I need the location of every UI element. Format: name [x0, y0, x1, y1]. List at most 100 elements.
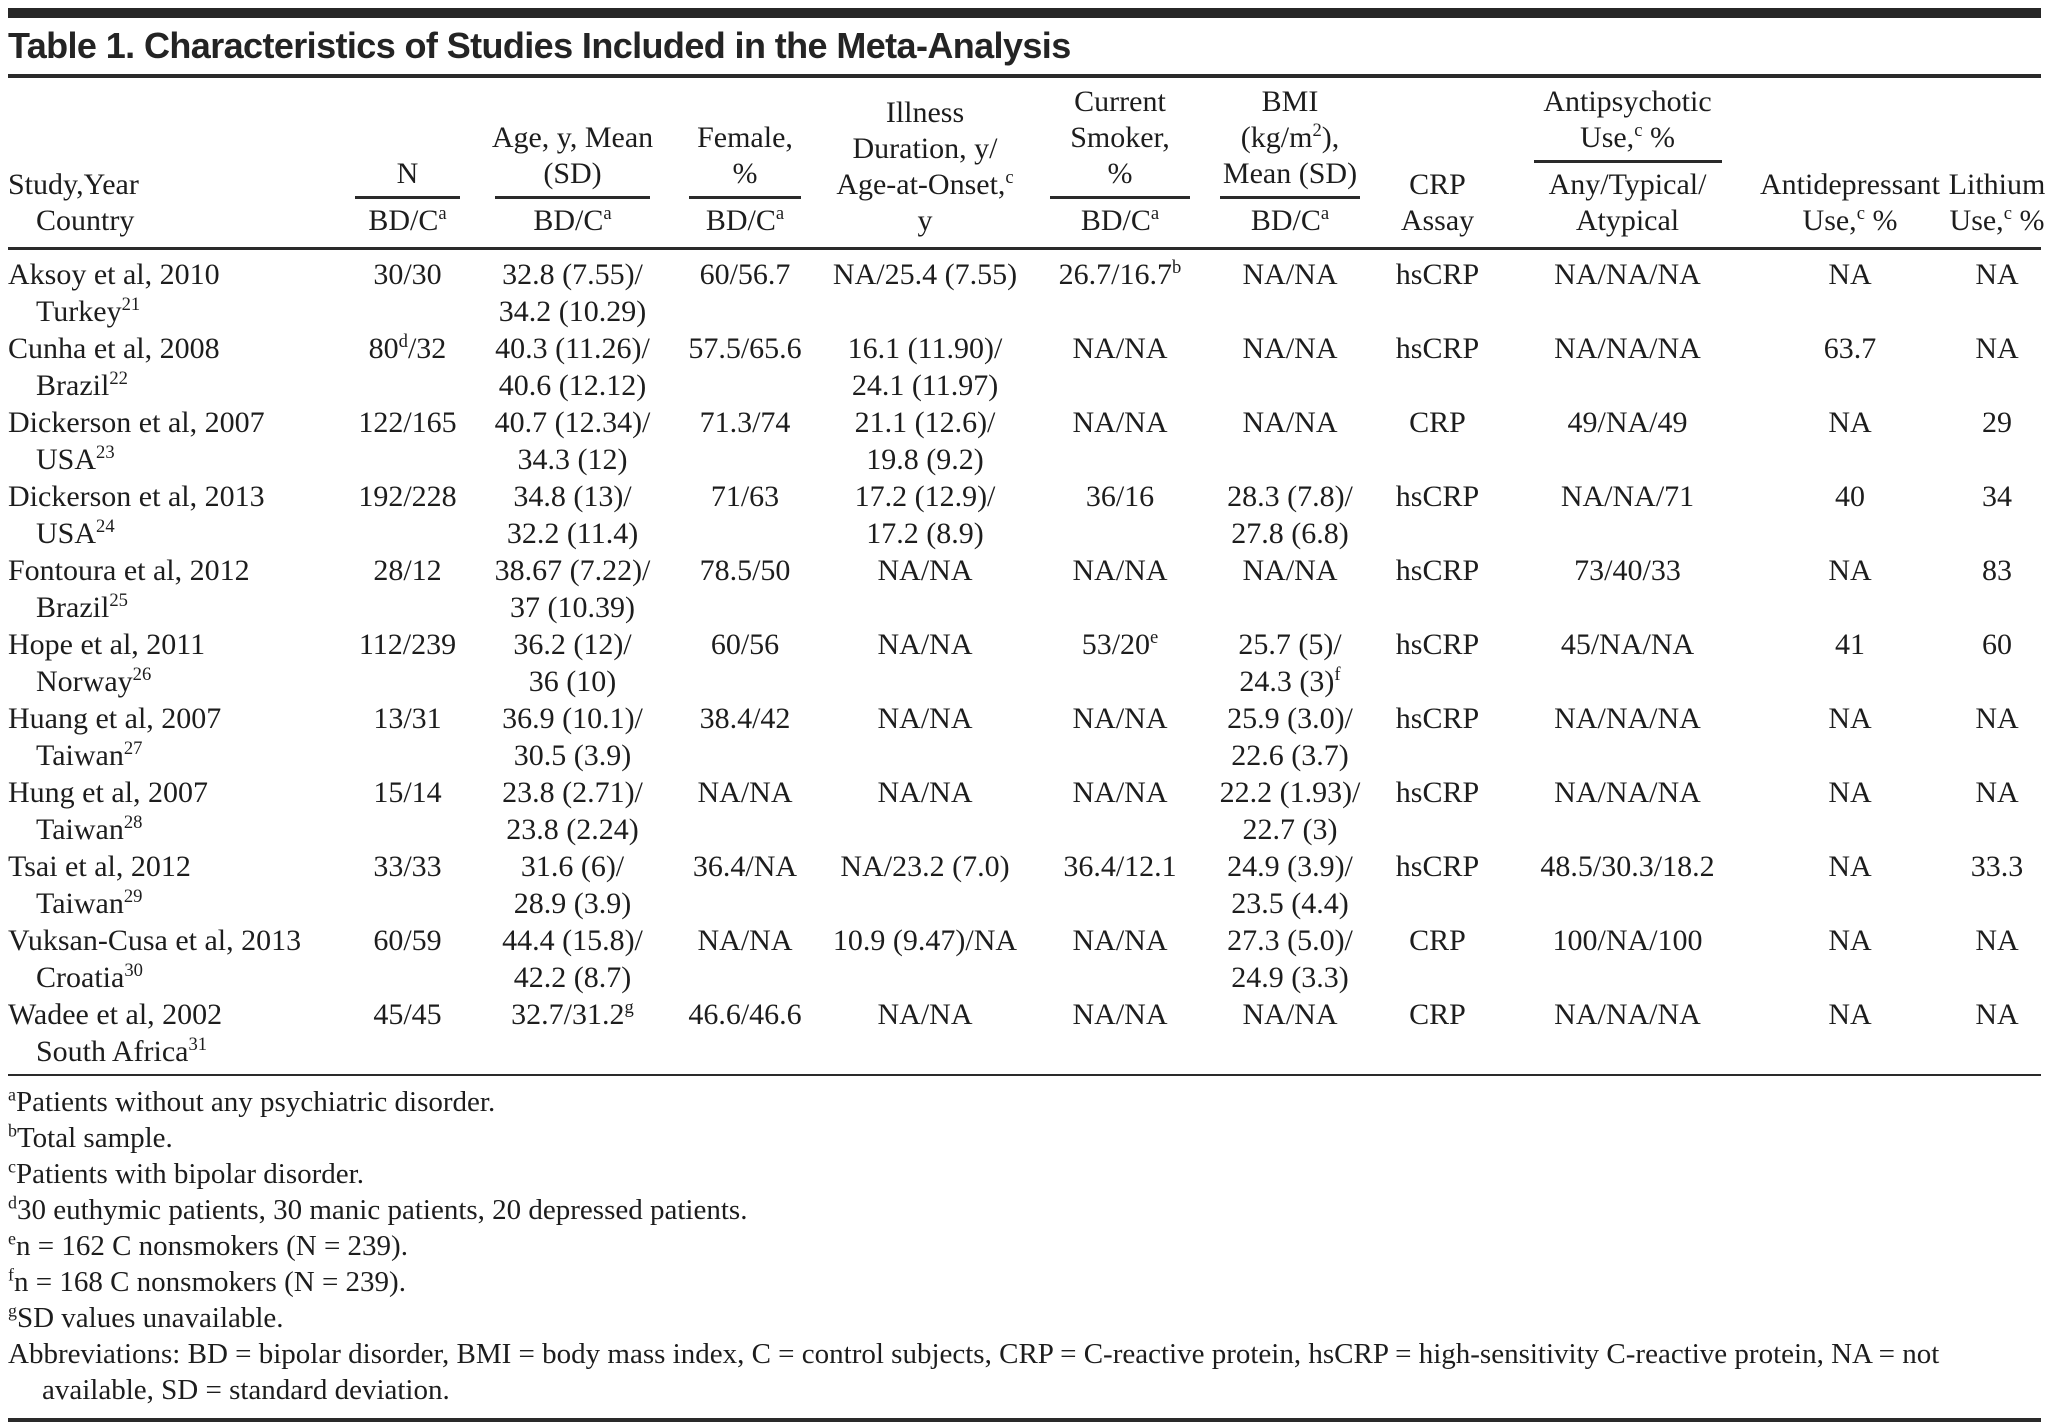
column-header-line: Use,c % — [1949, 203, 2045, 237]
cell-line: 33/33 — [373, 850, 442, 883]
cell-line: 73/40/33 — [1574, 554, 1681, 587]
cell-line: 34 — [1982, 480, 2012, 513]
cell-bmi: 24.9 (3.9)/ 23.5 (4.4) — [1205, 848, 1375, 922]
cell-line: NA/NA — [1242, 554, 1338, 587]
column-header-line: Country — [36, 204, 135, 237]
table-row: Vuksan-Cusa et al, 2013 Croatia30 60/59 44.… — [8, 922, 2041, 996]
cell-line: 16.1 (11.90)/ — [847, 332, 1003, 365]
cell-antipsychotic: 48.5/30.3/18.2 — [1500, 848, 1755, 885]
cell-line: 28.9 (3.9) — [513, 887, 632, 920]
cell-line: NA — [1828, 258, 1872, 291]
cell-bmi: 25.9 (3.0)/ 22.6 (3.7) — [1205, 700, 1375, 774]
cell-female: NA/NA — [675, 774, 815, 811]
table-body: Aksoy et al, 2010 Turkey21 30/30 32.8 (7.55… — [8, 250, 2041, 1076]
cell-line: NA/NA — [877, 776, 973, 809]
table-row: Aksoy et al, 2010 Turkey21 30/30 32.8 (7.55… — [8, 256, 2041, 330]
cell-age: 34.8 (13)/ 32.2 (11.4) — [470, 478, 675, 552]
cell-line: 34.8 (13)/ — [513, 480, 632, 513]
column-header-crp: CRP Assay — [1375, 167, 1500, 239]
cell-line: 32.2 (11.4) — [506, 517, 639, 550]
column-header-line: Age, y, Mean — [491, 121, 654, 154]
cell-line: NA/NA — [1072, 776, 1168, 809]
cell-age: 23.8 (2.71)/ 23.8 (2.24) — [470, 774, 675, 848]
cell-line: NA/NA — [1072, 554, 1168, 587]
cell-line: 60/59 — [373, 924, 442, 957]
cell-line: NA — [1828, 850, 1872, 883]
cell-antidepressant: 40 — [1755, 478, 1945, 515]
cell-line: NA/NA/NA — [1554, 332, 1701, 365]
cell-line: NA/NA/NA — [1554, 776, 1701, 809]
cell-line: 10.9 (9.47)/NA — [832, 924, 1018, 957]
cell-line: 19.8 (9.2) — [866, 443, 984, 476]
cell-line: 83 — [1982, 554, 2012, 587]
cell-line: 38.67 (7.22)/ — [494, 554, 651, 587]
cell-crp: hsCRP — [1375, 256, 1500, 293]
cell-smoker: 36/16 — [1035, 478, 1205, 515]
cell-line: NA/NA — [1242, 332, 1338, 365]
column-header-line: BD/Ca — [1250, 203, 1330, 237]
cell-line: 31.6 (6)/ — [520, 850, 625, 883]
cell-age: 32.8 (7.55)/ 34.2 (10.29) — [470, 256, 675, 330]
table-title-row: Table 1. Characteristics of Studies Incl… — [8, 18, 2041, 78]
cell-line: 30.5 (3.9) — [513, 739, 632, 772]
cell-line: 112/239 — [358, 628, 457, 661]
cell-line: NA/NA — [877, 702, 973, 735]
column-header-rule — [1220, 196, 1360, 199]
cell-n: 60/59 — [345, 922, 470, 959]
cell-line: 22.6 (3.7) — [1231, 739, 1349, 772]
cell-antipsychotic: 49/NA/49 — [1500, 404, 1755, 441]
cell-line: NA — [1828, 406, 1872, 439]
cell-study: Tsai et al, 2012 Taiwan29 — [8, 848, 345, 922]
cell-line: 40.3 (11.26)/ — [495, 332, 650, 365]
column-header-line: BD/Ca — [368, 203, 447, 237]
cell-line: USA23 — [36, 442, 115, 476]
cell-line: 24.9 (3.3) — [1231, 961, 1349, 994]
cell-line: NA — [1975, 702, 2019, 735]
cell-line: NA/NA — [877, 628, 973, 661]
cell-line: 37 (10.39) — [510, 591, 635, 624]
cell-smoker: NA/NA — [1035, 996, 1205, 1033]
cell-line: NA/NA — [1242, 998, 1338, 1031]
cell-line: hsCRP — [1395, 850, 1480, 883]
column-header-line: Lithium — [1948, 168, 2046, 201]
cell-antipsychotic: NA/NA/NA — [1500, 774, 1755, 811]
column-header-rule — [1533, 160, 1722, 163]
cell-illness: 17.2 (12.9)/ 17.2 (8.9) — [815, 478, 1035, 552]
cell-bmi: 27.3 (5.0)/ 24.9 (3.3) — [1205, 922, 1375, 996]
table-title: Table 1. Characteristics of Studies Incl… — [8, 25, 1071, 66]
cell-antipsychotic: NA/NA/NA — [1500, 256, 1755, 293]
cell-line: NA — [1828, 924, 1872, 957]
cell-lithium: NA — [1945, 996, 2049, 1033]
cell-line: 22.2 (1.93)/ — [1219, 776, 1361, 809]
column-header-study: Study,Year Country — [8, 167, 345, 239]
table-row: Huang et al, 2007 Taiwan27 13/31 36.9 (10.1… — [8, 700, 2041, 774]
column-header-line: N — [396, 157, 419, 190]
column-header-line: Female, — [697, 121, 793, 154]
cell-crp: CRP — [1375, 404, 1500, 441]
cell-crp: hsCRP — [1375, 478, 1500, 515]
cell-line: 34.3 (12) — [517, 443, 628, 476]
cell-smoker: 36.4/12.1 — [1035, 848, 1205, 885]
cell-line: hsCRP — [1395, 332, 1480, 365]
cell-line: 32.8 (7.55)/ — [502, 258, 643, 291]
cell-line: 23.5 (4.4) — [1231, 887, 1349, 920]
cell-line: Brazil25 — [36, 590, 128, 624]
column-header-line: Assay — [1400, 204, 1475, 237]
cell-line: NA — [1975, 332, 2019, 365]
cell-antidepressant: NA — [1755, 404, 1945, 441]
cell-line: 60/56 — [710, 628, 780, 661]
column-header-n: N BD/Ca — [345, 156, 470, 239]
cell-lithium: NA — [1945, 256, 2049, 293]
cell-line: NA/NA — [697, 776, 793, 809]
cell-lithium: NA — [1945, 330, 2049, 367]
cell-line: NA — [1828, 998, 1872, 1031]
cell-line: NA — [1828, 554, 1872, 587]
column-header-rule — [689, 196, 801, 199]
cell-study: Fontoura et al, 2012 Brazil25 — [8, 552, 345, 626]
footnote: gSD values unavailable. — [8, 1300, 284, 1334]
cell-antipsychotic: NA/NA/71 — [1500, 478, 1755, 515]
cell-line: NA — [1975, 258, 2019, 291]
cell-line: 33.3 — [1970, 850, 2024, 883]
cell-lithium: NA — [1945, 700, 2049, 737]
cell-n: 15/14 — [345, 774, 470, 811]
